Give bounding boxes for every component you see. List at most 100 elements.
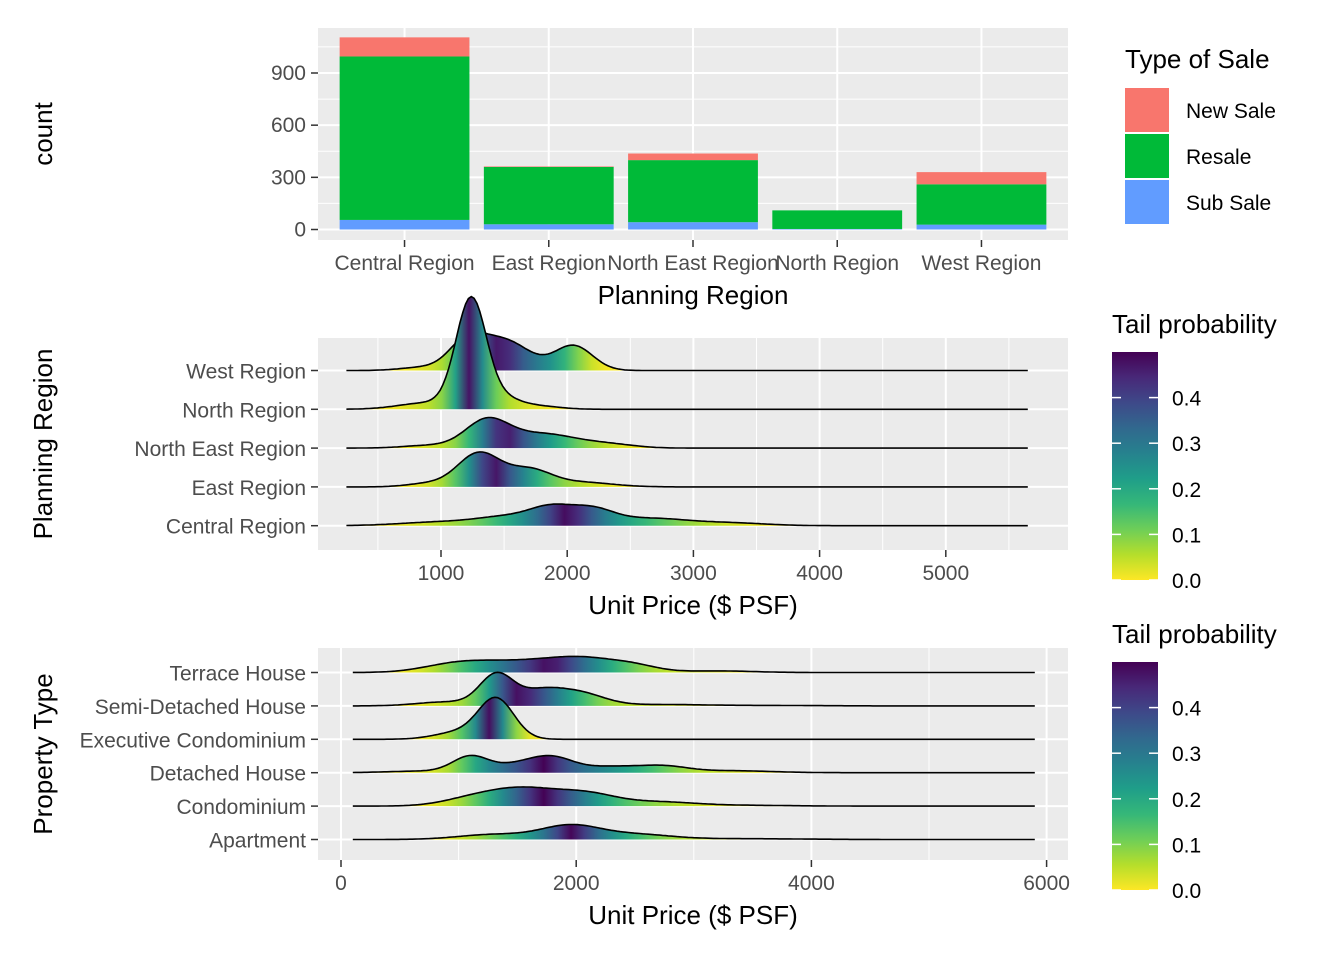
ridge-fill-west-region xyxy=(346,332,1028,371)
property-ridge-axes: Apartment Condominium Detached House Execut… xyxy=(80,663,1070,896)
property-ridge-plot-background xyxy=(318,648,1068,860)
y-tick-label: Terrace House xyxy=(169,663,306,686)
bar-new-sale-north-east-region xyxy=(628,153,758,161)
x-tick-label: 4000 xyxy=(796,562,843,585)
ridge-outline-detached-house xyxy=(352,754,1035,774)
x-tick-label: 2000 xyxy=(544,562,591,585)
ridge-outline-semi-detached-house xyxy=(352,671,1035,707)
legend-title-type-of-sale: Type of Sale xyxy=(1125,44,1270,74)
legend-key-new-sale xyxy=(1125,88,1169,132)
ridge-outline-condominium xyxy=(352,786,1035,807)
y-tick-label: 0 xyxy=(294,219,306,242)
bar-new-sale-central-region xyxy=(339,37,470,57)
bar-sub-sale-north-east-region xyxy=(628,222,758,230)
x-tick-label: East Region xyxy=(492,252,606,275)
property-ridges xyxy=(352,655,1035,841)
property-ridge-y-axis-title: Property Type xyxy=(28,673,58,834)
legend-label-sub-sale: Sub Sale xyxy=(1186,192,1271,215)
colorbar-label: 0.4 xyxy=(1172,698,1202,721)
legend-title-tail-probability: Tail probability xyxy=(1112,619,1277,649)
ridge-fill-apartment xyxy=(352,824,1035,840)
bar-resale-west-region xyxy=(916,184,1047,225)
bar-x-axis-title: Planning Region xyxy=(598,280,789,310)
region-ridge-axes: Central Region East Region North East Regi… xyxy=(134,361,969,586)
y-tick-label: 600 xyxy=(271,114,306,137)
y-tick-label: North Region xyxy=(182,399,306,422)
ridge-outline-central-region xyxy=(346,503,1028,527)
ridge-fill-semi-detached-house xyxy=(352,672,1035,706)
colorbar-label: 0.2 xyxy=(1172,789,1201,812)
bar-resale-north-east-region xyxy=(628,160,758,223)
ridge-outline-terrace-house xyxy=(352,655,1035,674)
y-tick-label: West Region xyxy=(186,361,306,384)
colorbar: 0.0 0.1 0.2 0.3 0.4 xyxy=(1112,662,1202,903)
colorbar-label: 0.3 xyxy=(1172,743,1201,766)
bar-y-axis-title: count xyxy=(28,101,58,165)
legend-key-resale xyxy=(1125,134,1169,178)
bar-resale-east-region xyxy=(483,166,614,225)
y-tick-label: Condominium xyxy=(176,796,306,819)
ridge-outline-north-east-region xyxy=(346,416,1028,449)
colorbar-gradient-bar xyxy=(1112,662,1158,890)
tail-probability-legend-property: Tail probability 0.0 0.1 0.2 0.3 0.4 xyxy=(1112,619,1277,903)
colorbar-label: 0.3 xyxy=(1172,433,1201,456)
bar-sub-sale-central-region xyxy=(339,219,470,230)
ridge-fill-central-region xyxy=(346,504,1028,526)
y-tick-label: Semi-Detached House xyxy=(95,696,306,719)
y-tick-label: Apartment xyxy=(209,830,306,853)
colorbar-label: 0.1 xyxy=(1172,524,1201,547)
x-tick-label: 0 xyxy=(335,872,347,895)
x-tick-label: 6000 xyxy=(1023,872,1070,895)
x-tick-label: 1000 xyxy=(418,562,465,585)
y-tick-label: Executive Condominium xyxy=(80,729,306,752)
type-of-sale-legend: Type of Sale New Sale Resale Sub Sale xyxy=(1125,44,1276,224)
legend-label-new-sale: New Sale xyxy=(1186,100,1276,123)
bar-marks xyxy=(339,37,1047,230)
ridge-outline-apartment xyxy=(352,823,1035,841)
legend-key-sub-sale xyxy=(1125,180,1169,224)
region-ridges xyxy=(346,295,1028,527)
x-tick-label: 3000 xyxy=(670,562,717,585)
ridge-outline-executive-condominium xyxy=(352,696,1035,741)
ridge-fill-condominium xyxy=(352,786,1035,807)
y-tick-label: 900 xyxy=(271,62,306,85)
property-ridge-panel: Apartment Condominium Detached House Execut… xyxy=(28,648,1070,930)
tail-probability-legend-region: Tail probability 0.0 0.1 0.2 0.3 0.4 xyxy=(1112,309,1277,593)
x-tick-label: 5000 xyxy=(922,562,969,585)
ridge-outline-north-region xyxy=(346,295,1028,411)
colorbar-label: 0.1 xyxy=(1172,834,1201,857)
bar-sub-sale-north-region xyxy=(772,228,903,230)
legend-title-tail-probability: Tail probability xyxy=(1112,309,1277,339)
bar-new-sale-west-region xyxy=(916,172,1047,185)
colorbar-label: 0.0 xyxy=(1172,880,1201,903)
ridge-fill-executive-condominium xyxy=(352,697,1035,740)
x-tick-label: North East Region xyxy=(607,252,779,275)
y-tick-label: East Region xyxy=(192,477,306,500)
colorbar-label: 0.2 xyxy=(1172,479,1201,502)
x-tick-label: Central Region xyxy=(334,252,474,275)
region-ridge-y-axis-title: Planning Region xyxy=(28,349,58,540)
property-ridge-x-axis-title: Unit Price ($ PSF) xyxy=(588,900,798,930)
bar-resale-north-region xyxy=(772,210,903,229)
y-tick-label: Central Region xyxy=(166,516,306,539)
ridge-fill-east-region xyxy=(346,451,1028,487)
bar-sub-sale-west-region xyxy=(916,224,1047,230)
legend-label-resale: Resale xyxy=(1186,146,1251,169)
legend-keys: New Sale Resale Sub Sale xyxy=(1125,88,1276,224)
region-ridge-x-axis-title: Unit Price ($ PSF) xyxy=(588,590,798,620)
bar-sub-sale-east-region xyxy=(483,224,614,230)
x-tick-label: West Region xyxy=(922,252,1042,275)
x-tick-label: 4000 xyxy=(788,872,835,895)
colorbar: 0.0 0.1 0.2 0.3 0.4 xyxy=(1112,352,1202,593)
y-tick-label: North East Region xyxy=(134,438,306,461)
colorbar-label: 0.0 xyxy=(1172,570,1201,593)
y-tick-label: Detached House xyxy=(150,763,306,786)
bar-resale-central-region xyxy=(339,56,470,220)
ridge-fill-north-east-region xyxy=(346,417,1028,449)
region-ridge-panel: Central Region East Region North East Regi… xyxy=(28,295,1068,620)
ridge-fill-north-region xyxy=(346,296,1028,410)
colorbar-gradient-bar xyxy=(1112,352,1158,580)
